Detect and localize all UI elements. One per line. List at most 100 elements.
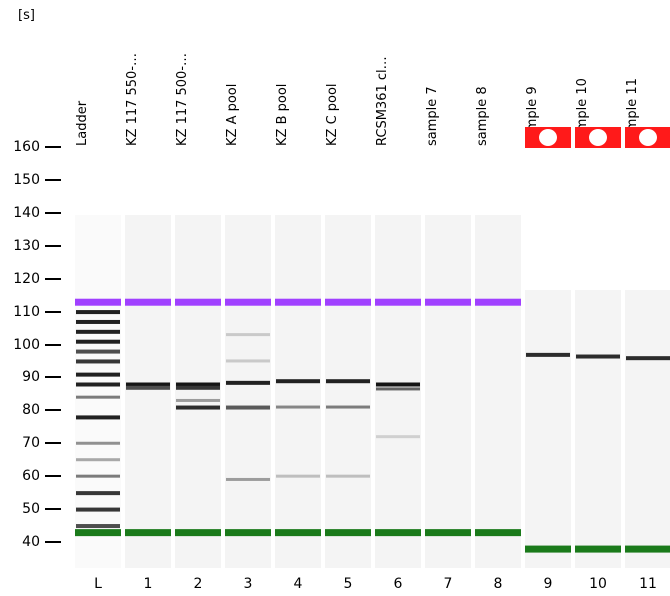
y-tick-label: 40 — [22, 534, 40, 550]
gel-band — [226, 359, 270, 363]
alert-icon-glyph — [589, 129, 607, 146]
lane-background — [225, 215, 271, 568]
gel-band — [276, 379, 320, 384]
gel-lane[interactable] — [425, 215, 471, 568]
alert-icon[interactable] — [525, 127, 571, 148]
y-tick-mark — [45, 343, 61, 346]
gel-band — [76, 310, 120, 315]
lane-number: 2 — [193, 576, 203, 592]
y-tick-mark — [45, 146, 61, 148]
y-tick-mark — [45, 442, 61, 445]
gel-lane[interactable] — [225, 215, 271, 568]
gel-lane[interactable] — [125, 215, 171, 568]
lane-background — [525, 290, 571, 568]
lane-number: 11 — [639, 576, 657, 592]
y-tick-label: 110 — [13, 303, 40, 320]
lane-number: 4 — [293, 576, 303, 592]
y-tick-label: 100 — [13, 336, 40, 353]
y-tick-label: 50 — [22, 501, 40, 518]
gel-band — [526, 352, 570, 357]
y-tick-mark — [45, 310, 61, 313]
alert-icon-glyph — [639, 129, 657, 146]
y-tick-mark — [45, 277, 61, 280]
gel-band — [226, 405, 270, 410]
y-tick-label: 60 — [22, 468, 40, 485]
lane-number: 1 — [143, 576, 153, 592]
gel-band — [276, 474, 320, 478]
upper-marker-band — [375, 298, 421, 306]
gel-band — [626, 356, 670, 361]
lane-background — [275, 215, 321, 568]
lane-number: 3 — [243, 576, 253, 592]
gel-lane[interactable] — [575, 290, 621, 568]
gel-band — [76, 458, 120, 462]
lane-background — [325, 215, 371, 568]
gel-band — [126, 385, 170, 390]
y-tick-label: 90 — [22, 369, 40, 386]
y-tick-mark — [45, 376, 61, 379]
y-tick-mark — [45, 409, 61, 412]
upper-marker-band — [75, 298, 121, 306]
y-tick-label: 70 — [22, 435, 40, 452]
gel-band — [76, 359, 120, 364]
upper-marker-band — [475, 298, 521, 306]
gel-band — [76, 507, 120, 512]
lower-marker-band — [375, 529, 421, 537]
gel-band — [376, 387, 420, 391]
lane-background — [475, 215, 521, 568]
y-tick-label: 130 — [13, 237, 40, 254]
gel-band — [76, 372, 120, 377]
lane-background — [125, 215, 171, 568]
lane-background — [75, 215, 121, 568]
lower-marker-band — [475, 529, 521, 537]
gel-lane[interactable] — [175, 215, 221, 568]
gel-lane[interactable] — [625, 290, 670, 568]
gel-band — [176, 398, 220, 402]
gel-band — [326, 474, 370, 478]
lower-marker-band — [75, 529, 121, 537]
upper-marker-band — [225, 298, 271, 306]
gel-band — [76, 382, 120, 387]
y-tick-label: 80 — [22, 402, 40, 419]
y-tick-mark — [45, 508, 61, 511]
gel-lane[interactable] — [525, 290, 571, 568]
lane-number: L — [94, 576, 102, 592]
gel-band — [226, 477, 270, 481]
lower-marker-band — [225, 529, 271, 537]
gel-band — [376, 435, 420, 439]
alert-icon[interactable] — [575, 127, 621, 148]
y-tick-mark — [45, 541, 61, 543]
y-tick-mark — [45, 244, 61, 247]
upper-marker-band — [425, 298, 471, 306]
lane-number: 9 — [543, 576, 553, 592]
gel-lane[interactable] — [275, 215, 321, 568]
gel-lane[interactable] — [75, 215, 121, 568]
upper-marker-band — [275, 298, 321, 306]
alert-icon[interactable] — [625, 127, 670, 148]
lower-marker-band — [175, 529, 221, 537]
lower-marker-band — [525, 545, 571, 553]
alert-icon-glyph — [539, 129, 557, 146]
lower-marker-band — [625, 545, 670, 553]
lane-background — [625, 290, 670, 568]
gel-band — [76, 491, 120, 496]
y-tick-label: 140 — [13, 204, 40, 221]
upper-marker-band — [125, 298, 171, 306]
lane-number: 8 — [493, 576, 503, 592]
upper-marker-band — [175, 298, 221, 306]
gel-lane[interactable] — [375, 215, 421, 568]
gel-lane[interactable] — [325, 215, 371, 568]
gel-band — [326, 405, 370, 409]
gel-band — [576, 354, 620, 359]
lower-marker-band — [575, 545, 621, 553]
gel-band — [76, 441, 120, 445]
y-tick-label: 150 — [13, 171, 40, 188]
gel-band — [76, 349, 120, 354]
lane-background — [375, 215, 421, 568]
gel-band — [76, 474, 120, 478]
gel-band — [176, 405, 220, 410]
gel-lane[interactable] — [475, 215, 521, 568]
unit-label: [s] — [18, 8, 35, 23]
y-tick-label: 160 — [13, 139, 40, 155]
lane-background — [575, 290, 621, 568]
